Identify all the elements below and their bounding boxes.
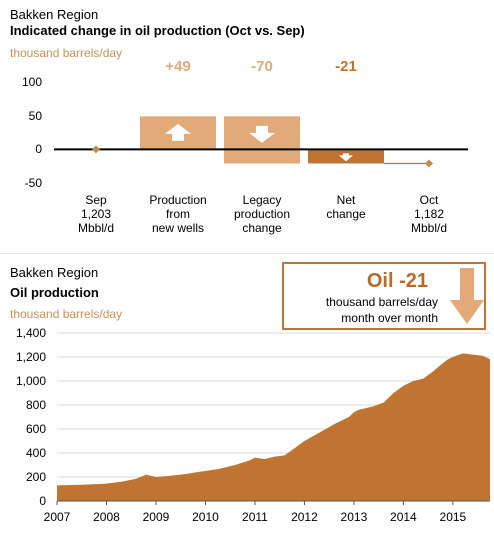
production-y-tick: 600 (25, 422, 46, 436)
production-y-tick: 1,000 (15, 374, 46, 388)
waterfall-category-label: Oct 1,182 Mbbl/d (384, 193, 474, 235)
waterfall-delta-label: -70 (251, 58, 273, 75)
category-line: Production (149, 193, 207, 207)
production-title: Oil production (10, 285, 99, 300)
production-x-tick: 2010 (192, 510, 219, 524)
category-line: from (166, 207, 190, 221)
category-line: change (326, 207, 366, 221)
oct-marker (425, 159, 433, 168)
production-x-tick: 2015 (439, 510, 467, 524)
waterfall-title: Indicated change in oil production (Oct … (10, 23, 305, 38)
category-line: Oct (419, 193, 439, 207)
waterfall-region-label: Bakken Region (10, 7, 99, 22)
production-area (57, 353, 490, 501)
production-x-tick: 2009 (142, 510, 170, 524)
waterfall-category-label: Net change (301, 193, 391, 221)
category-line: 1,182 (413, 207, 445, 221)
category-line: production (233, 207, 291, 221)
divider (0, 253, 494, 254)
category-line: Legacy (242, 193, 282, 207)
down-arrow-icon (339, 153, 353, 162)
production-y-tick: 0 (39, 494, 46, 508)
callout-box: Oil -21 thousand barrels/day month over … (282, 262, 486, 330)
waterfall-delta-label: -21 (335, 58, 357, 75)
sep-marker (92, 145, 100, 154)
category-line: Net (336, 193, 356, 207)
production-y-tick: 1,200 (15, 350, 46, 364)
production-y-tick: 200 (25, 470, 46, 484)
waterfall-category-label: Legacy production change (217, 193, 307, 235)
production-unit: thousand barrels/day (10, 307, 123, 321)
category-line: Mbbl/d (77, 221, 115, 235)
waterfall-y-tick: -50 (24, 176, 42, 190)
down-arrow-icon (249, 125, 275, 143)
category-line: new wells (151, 221, 205, 235)
callout-headline: Oil -21 (366, 270, 428, 292)
waterfall-category-label: Sep 1,203 Mbbl/d (51, 193, 141, 235)
production-y-tick: 800 (25, 398, 46, 412)
waterfall-y-tick: 100 (21, 75, 42, 89)
category-line: Sep (85, 193, 107, 207)
production-x-tick: 2011 (242, 510, 268, 524)
waterfall-delta-label: +49 (165, 58, 191, 75)
callout-line1: thousand barrels/day (325, 295, 438, 309)
production-region-label: Bakken Region (10, 265, 99, 280)
down-arrow-icon (450, 268, 484, 324)
production-x-tick: 2013 (340, 510, 368, 524)
production-x-tick: 2008 (93, 510, 120, 524)
production-x-tick: 2014 (390, 510, 417, 524)
waterfall-chart (54, 116, 468, 168)
category-line: 1,203 (80, 207, 112, 221)
production-y-tick: 400 (25, 446, 46, 460)
production-x-tick: 2012 (291, 510, 318, 524)
up-arrow-icon (165, 123, 191, 141)
waterfall-unit: thousand barrels/day (10, 46, 123, 60)
category-line: change (242, 221, 282, 235)
waterfall-y-tick: 0 (35, 142, 42, 157)
waterfall-y-tick: 50 (28, 108, 42, 123)
production-y-tick: 1,400 (15, 326, 46, 340)
production-x-tick: 2007 (43, 510, 71, 524)
callout-line2: month over month (341, 311, 438, 325)
waterfall-category-label: Production from new wells (133, 193, 223, 235)
category-line: Mbbl/d (410, 221, 448, 235)
